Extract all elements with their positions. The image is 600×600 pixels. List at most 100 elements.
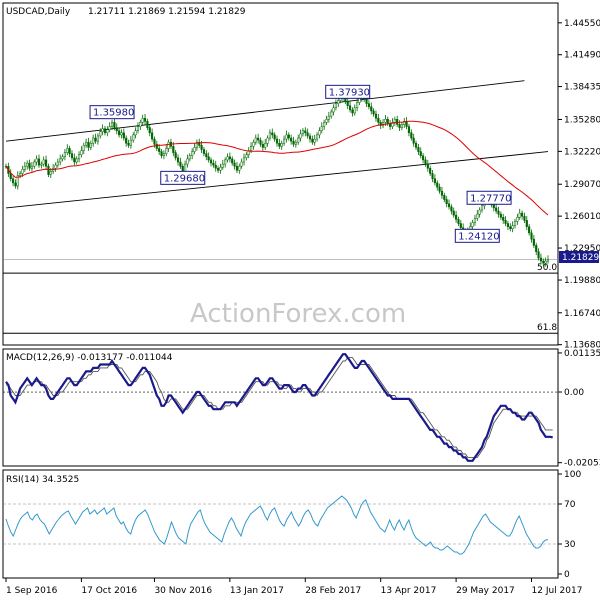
candle-body xyxy=(334,103,337,109)
candle-body xyxy=(184,163,187,172)
candle-body xyxy=(167,141,170,149)
rsi-panel: 100 70 30 0 RSI(14) 34.3525 xyxy=(2,469,581,580)
candle-body xyxy=(118,130,121,136)
candle-body xyxy=(315,134,319,140)
main-panel: ActionForex.com 50.0 61.8 1.359801.296801… xyxy=(2,2,600,351)
candle-body xyxy=(235,165,239,171)
candle-body xyxy=(63,152,66,158)
candle-body xyxy=(191,151,194,157)
y-tick-label: 1.13680 xyxy=(564,341,600,351)
candle-body xyxy=(54,164,57,169)
x-tick-label: 29 May 2017 xyxy=(456,586,515,596)
candle-body xyxy=(87,141,90,148)
macd-y-tick-label: 0.00 xyxy=(564,388,584,398)
candle-body xyxy=(73,157,76,163)
candle-body xyxy=(212,162,215,166)
price-annotations: 1.35980 1.29680 1.37930 1.27770 1.24120 xyxy=(89,84,512,243)
annotation-box xyxy=(89,105,135,120)
candle-body xyxy=(226,156,229,161)
candle-body xyxy=(431,173,434,179)
candle-body xyxy=(120,132,123,136)
candle-body xyxy=(365,99,368,104)
candle-body xyxy=(417,147,420,152)
candle-body xyxy=(151,132,154,140)
candle-body xyxy=(106,129,109,134)
candle-body xyxy=(113,122,116,128)
candle-body xyxy=(254,137,257,143)
candle-body xyxy=(37,158,41,166)
rsi-series-line xyxy=(5,495,549,555)
candle-body xyxy=(245,154,248,159)
candle-body xyxy=(530,232,533,240)
candle-body xyxy=(497,210,500,215)
candle-body xyxy=(525,220,528,227)
candle-body xyxy=(346,101,349,106)
candle-body xyxy=(384,119,387,123)
candle-body xyxy=(228,156,231,160)
candle-body xyxy=(47,165,50,175)
candle-body xyxy=(160,151,163,157)
candle-body xyxy=(198,141,201,146)
y-tick-label: 1.26010 xyxy=(564,212,600,222)
candle-body xyxy=(532,238,535,246)
candle-body xyxy=(221,163,224,168)
candle-body xyxy=(186,158,189,165)
candle-body xyxy=(19,173,22,176)
candle-body xyxy=(325,119,328,123)
candle-body xyxy=(115,127,118,131)
candle-body xyxy=(16,175,19,187)
candle-body xyxy=(158,148,161,152)
candle-body xyxy=(143,117,147,122)
candle-body xyxy=(290,137,293,142)
watermark: ActionForex.com xyxy=(190,299,406,329)
candle-body xyxy=(30,165,33,169)
candle-body xyxy=(353,107,356,114)
last-price-label: 1.21829 xyxy=(562,253,599,263)
candle-body xyxy=(108,126,111,130)
candle-body xyxy=(217,168,220,171)
candle-body xyxy=(372,110,375,115)
candle-body xyxy=(148,127,151,134)
candle-body xyxy=(370,106,373,112)
candle-body xyxy=(89,142,92,148)
candle-body xyxy=(513,221,517,226)
candle-body xyxy=(110,122,114,127)
candle-body xyxy=(205,153,208,158)
candle-body xyxy=(224,159,227,165)
candle-body xyxy=(386,119,389,124)
channel-upper-line xyxy=(5,80,525,142)
x-tick-label: 17 Oct 2016 xyxy=(81,586,137,596)
candle-body xyxy=(61,156,64,160)
rsi-label: RSI(14) 34.3525 xyxy=(6,475,79,485)
candle-body xyxy=(476,213,479,219)
candle-body xyxy=(297,137,300,143)
fib-label: 61.8 xyxy=(537,323,557,333)
candle-body xyxy=(379,122,382,126)
candle-body xyxy=(273,134,276,140)
candle-body xyxy=(238,165,241,171)
y-tick-label: 1.44550 xyxy=(564,19,600,29)
candle-body xyxy=(400,124,403,128)
candle-body xyxy=(422,155,425,161)
candle-body xyxy=(172,146,175,153)
y-tick-label: 1.35280 xyxy=(564,115,600,125)
candle-body xyxy=(344,98,347,102)
candle-body xyxy=(271,132,274,136)
candle-body xyxy=(443,195,446,200)
annotation-label: 1.24120 xyxy=(458,231,499,242)
candle-body xyxy=(188,155,191,160)
candle-body xyxy=(356,102,359,109)
candle-body xyxy=(292,140,295,145)
candle-body xyxy=(405,121,408,127)
candle-body xyxy=(327,115,330,120)
candle-body xyxy=(348,105,352,111)
candle-body xyxy=(308,135,312,140)
candle-body xyxy=(414,142,418,148)
candle-body xyxy=(252,141,255,147)
candle-body xyxy=(99,131,102,137)
candle-body xyxy=(502,217,505,221)
candle-body xyxy=(318,130,321,136)
candle-body xyxy=(471,222,474,227)
fib-label: 50.0 xyxy=(537,263,557,273)
candle-body xyxy=(440,190,444,196)
